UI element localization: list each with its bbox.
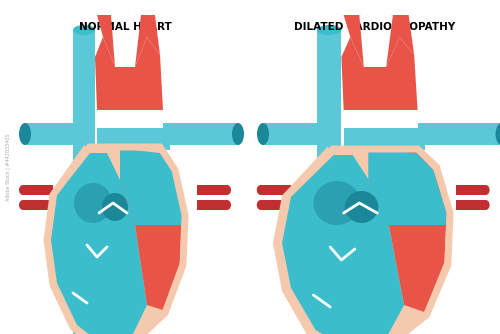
Ellipse shape	[482, 185, 490, 195]
Bar	[418, 123, 500, 145]
Ellipse shape	[496, 123, 500, 145]
Text: Adobe Stock | #442033405: Adobe Stock | #442033405	[5, 133, 11, 201]
Bar	[23, 185, 53, 195]
Ellipse shape	[257, 185, 265, 195]
Ellipse shape	[232, 123, 244, 145]
Text: DILATED CARDIOMYOPATHY: DILATED CARDIOMYOPATHY	[294, 22, 456, 32]
Polygon shape	[47, 147, 185, 334]
Ellipse shape	[223, 200, 231, 210]
Bar	[23, 200, 53, 210]
Bar	[261, 200, 291, 210]
Bar	[73, 30, 95, 334]
Bar	[317, 30, 342, 334]
Polygon shape	[344, 128, 425, 150]
Ellipse shape	[19, 200, 27, 210]
Ellipse shape	[74, 183, 112, 223]
Ellipse shape	[345, 191, 378, 223]
Ellipse shape	[73, 25, 95, 35]
Bar	[261, 185, 291, 195]
Polygon shape	[368, 151, 446, 312]
Polygon shape	[97, 128, 170, 150]
Bar	[456, 185, 486, 195]
Ellipse shape	[482, 200, 490, 210]
Polygon shape	[51, 153, 147, 334]
Ellipse shape	[317, 25, 342, 35]
Polygon shape	[120, 150, 183, 225]
Polygon shape	[135, 15, 160, 67]
Polygon shape	[282, 155, 404, 334]
Ellipse shape	[102, 193, 128, 221]
Ellipse shape	[223, 185, 231, 195]
Ellipse shape	[73, 333, 95, 334]
Polygon shape	[276, 149, 450, 334]
Bar	[163, 123, 238, 145]
Text: NORMAL HEART: NORMAL HEART	[78, 22, 172, 32]
Ellipse shape	[257, 123, 269, 145]
Polygon shape	[344, 15, 364, 67]
Bar	[263, 123, 332, 145]
Ellipse shape	[317, 333, 342, 334]
Polygon shape	[342, 37, 417, 110]
Polygon shape	[368, 150, 446, 225]
Bar	[25, 123, 87, 145]
Bar	[197, 200, 227, 210]
Bar	[456, 200, 486, 210]
Ellipse shape	[314, 181, 360, 225]
Polygon shape	[95, 37, 163, 110]
Ellipse shape	[19, 123, 31, 145]
Ellipse shape	[19, 185, 27, 195]
Bar	[197, 185, 227, 195]
Ellipse shape	[257, 200, 265, 210]
Polygon shape	[386, 15, 414, 67]
Polygon shape	[97, 15, 115, 67]
Polygon shape	[120, 153, 182, 310]
